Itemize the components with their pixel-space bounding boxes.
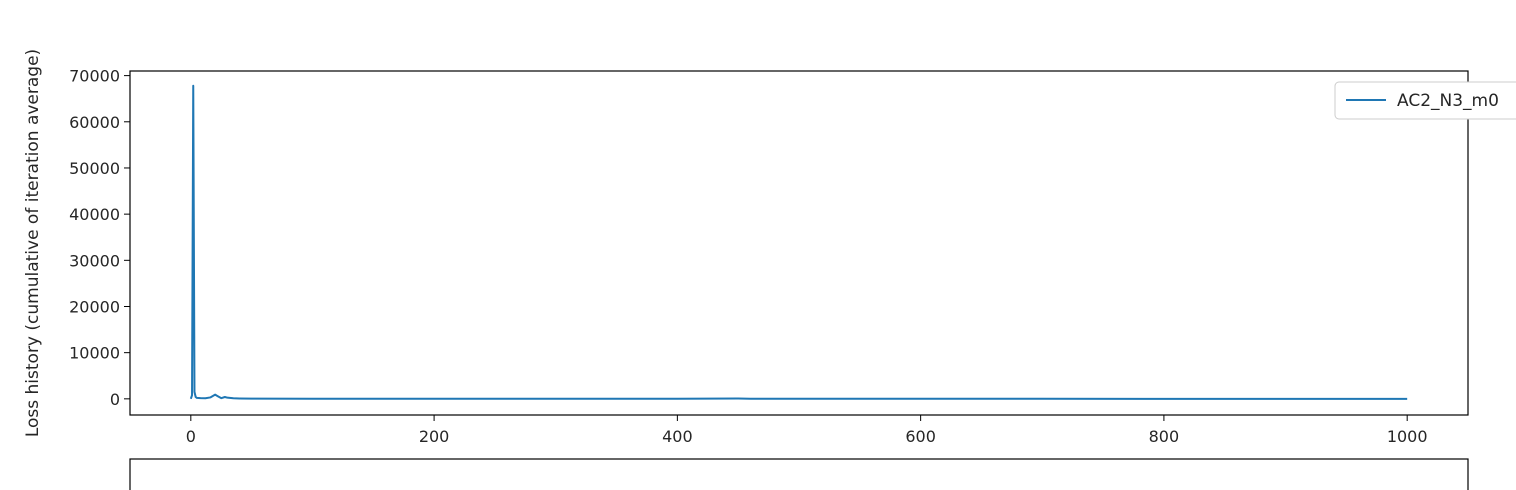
x-tick-label: 200 <box>419 427 450 446</box>
y-tick-label: 10000 <box>69 344 120 363</box>
axes-frame <box>129 70 1469 416</box>
x-tick-label: 400 <box>662 427 693 446</box>
y-tick-label: 40000 <box>69 205 120 224</box>
y-tick-label: 60000 <box>69 113 120 132</box>
legend-box <box>1334 81 1516 120</box>
x-tick-label: 0 <box>186 427 196 446</box>
x-tick-label: 1000 <box>1387 427 1428 446</box>
legend-label: AC2_N3_m0 <box>1397 91 1499 111</box>
y-tick-label: 20000 <box>69 297 120 316</box>
y-tick-label: 70000 <box>69 67 120 86</box>
x-tick-label: 600 <box>905 427 936 446</box>
x-axis-ticks: 0 200 400 600 800 1000 <box>186 415 1428 446</box>
x-tick-label: 800 <box>1149 427 1180 446</box>
legend: AC2_N3_m0 <box>1334 81 1516 120</box>
y-tick-label: 30000 <box>69 251 120 270</box>
next-panel-top-edge <box>129 458 1469 490</box>
series-layer <box>189 84 1408 400</box>
series-line <box>189 84 1408 400</box>
y-axis-label: Loss history (cumulative of iteration av… <box>23 49 43 437</box>
plot-area <box>129 70 1469 416</box>
y-tick-label: 0 <box>110 390 120 409</box>
y-axis-ticks: 0 10000 20000 30000 40000 50000 60000 70000 <box>69 67 130 409</box>
y-tick-label: 50000 <box>69 159 120 178</box>
